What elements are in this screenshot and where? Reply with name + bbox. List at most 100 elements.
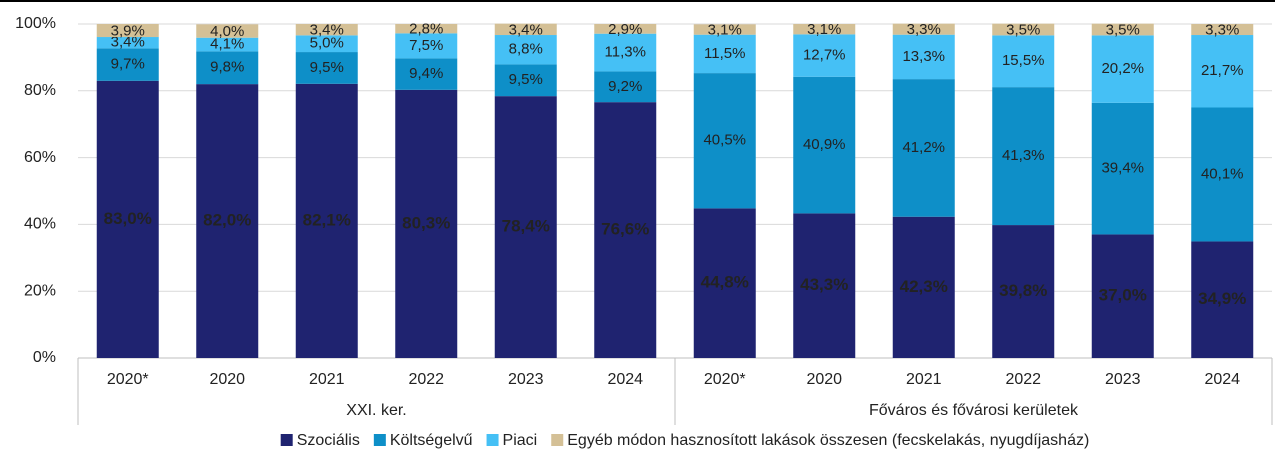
bar-segment (96, 48, 159, 81)
y-tick-label: 60% (24, 149, 56, 166)
legend-label: Egyéb módon hasznosított lakások összese… (567, 432, 1089, 449)
value-label: 40,9% (803, 136, 846, 153)
value-label: 9,7% (111, 56, 145, 73)
value-label: 82,0% (203, 211, 251, 230)
bar-segment (1191, 24, 1254, 36)
y-tick-label: 20% (24, 282, 56, 299)
bar-segment (395, 24, 458, 34)
x-tick-label: 2020* (704, 371, 746, 388)
value-label: 9,2% (608, 78, 642, 95)
x-tick-label: 2022 (408, 371, 444, 388)
x-tick-label: 2023 (1105, 371, 1141, 388)
value-label: 76,6% (601, 220, 649, 239)
bar-segment (1091, 35, 1154, 103)
value-label: 7,5% (409, 37, 443, 54)
value-label: 4,1% (210, 36, 244, 53)
y-tick-label: 80% (24, 82, 56, 99)
bar-segment (594, 24, 657, 34)
value-label: 3,3% (907, 21, 941, 38)
bar-segment (196, 84, 259, 359)
bar-segment (892, 216, 955, 358)
bar-segment (892, 23, 955, 35)
value-label: 15,5% (1002, 52, 1045, 69)
value-label: 3,5% (1006, 21, 1040, 38)
bar-segment (96, 24, 159, 38)
value-label: 40,5% (703, 132, 746, 149)
value-label: 3,9% (111, 22, 145, 39)
x-tick-label: 2021 (906, 371, 942, 388)
value-label: 20,2% (1101, 60, 1144, 77)
legend-label: Költségelvű (390, 432, 473, 449)
bar-segment (992, 23, 1055, 36)
bar-segment (295, 52, 358, 84)
value-label: 37,0% (1099, 286, 1147, 305)
bar-segment (295, 35, 358, 53)
value-label: 11,3% (605, 44, 646, 61)
value-label: 42,3% (900, 277, 948, 296)
bar-segment (1091, 102, 1154, 235)
legend-swatch (551, 434, 564, 446)
value-label: 40,1% (1201, 165, 1244, 182)
bar-segment (793, 24, 856, 35)
value-label: 9,4% (409, 65, 443, 82)
bar-segment (1091, 234, 1154, 358)
value-label: 80,3% (402, 213, 450, 232)
y-tick-label: 100% (15, 15, 56, 32)
value-label: 83,0% (104, 209, 152, 228)
bar-segment (395, 58, 458, 90)
legend-swatch (486, 434, 499, 446)
bar-segment (494, 64, 557, 97)
value-label: 3,1% (807, 21, 841, 38)
legend-label: Szociális (297, 432, 360, 449)
bar-segment (1191, 241, 1254, 358)
bar-segment (693, 34, 756, 74)
value-label: 4,0% (210, 23, 244, 40)
y-tick-label: 0% (33, 349, 56, 366)
bar-segment (892, 34, 955, 80)
bar-segment (96, 80, 159, 358)
bar-segment (992, 87, 1055, 226)
bar-segment (494, 23, 557, 36)
x-tick-label: 2022 (1005, 371, 1041, 388)
value-label: 3,3% (1205, 21, 1239, 38)
value-label: 3,4% (111, 34, 145, 51)
bar-segment (295, 83, 358, 358)
bar-segment (793, 76, 856, 214)
bar-segment (594, 102, 657, 358)
bar-segment (494, 35, 557, 65)
value-label: 43,3% (800, 275, 848, 294)
value-label: 34,9% (1198, 289, 1246, 308)
bar-segment (196, 37, 259, 52)
value-label: 78,4% (502, 217, 550, 236)
bar-segment (1091, 23, 1154, 36)
legend-label: Piaci (503, 432, 538, 449)
x-tick-label: 2020* (107, 371, 149, 388)
bar-segment (295, 24, 358, 36)
y-tick-label: 40% (24, 216, 56, 233)
bar-segment (992, 35, 1055, 88)
value-label: 8,8% (509, 41, 543, 58)
value-label: 13,3% (902, 48, 945, 65)
x-tick-label: 2020 (209, 371, 245, 388)
legend: Szociális Költségelvű Piaci Egyéb módon has… (280, 432, 1089, 449)
x-tick-label: 2021 (309, 371, 345, 388)
value-label: 3,4% (509, 21, 543, 38)
bar-segment (196, 24, 259, 38)
value-label: 3,1% (708, 21, 742, 38)
value-label: 12,7% (803, 47, 846, 64)
value-label: 11,5% (704, 45, 745, 62)
bar-segment (96, 37, 159, 49)
x-tick-label: 2024 (1204, 371, 1240, 388)
bar-segment (693, 24, 756, 35)
value-label: 39,4% (1101, 160, 1144, 177)
value-label: 2,8% (409, 21, 443, 38)
value-label: 21,7% (1201, 62, 1244, 79)
x-tick-label: 2020 (806, 371, 842, 388)
value-label: 9,8% (210, 59, 244, 76)
value-label: 9,5% (310, 59, 344, 76)
bar-segment (594, 33, 657, 72)
group-label: XXI. ker. (346, 402, 406, 419)
value-label: 41,2% (902, 139, 945, 156)
bar-segment (1191, 35, 1254, 108)
